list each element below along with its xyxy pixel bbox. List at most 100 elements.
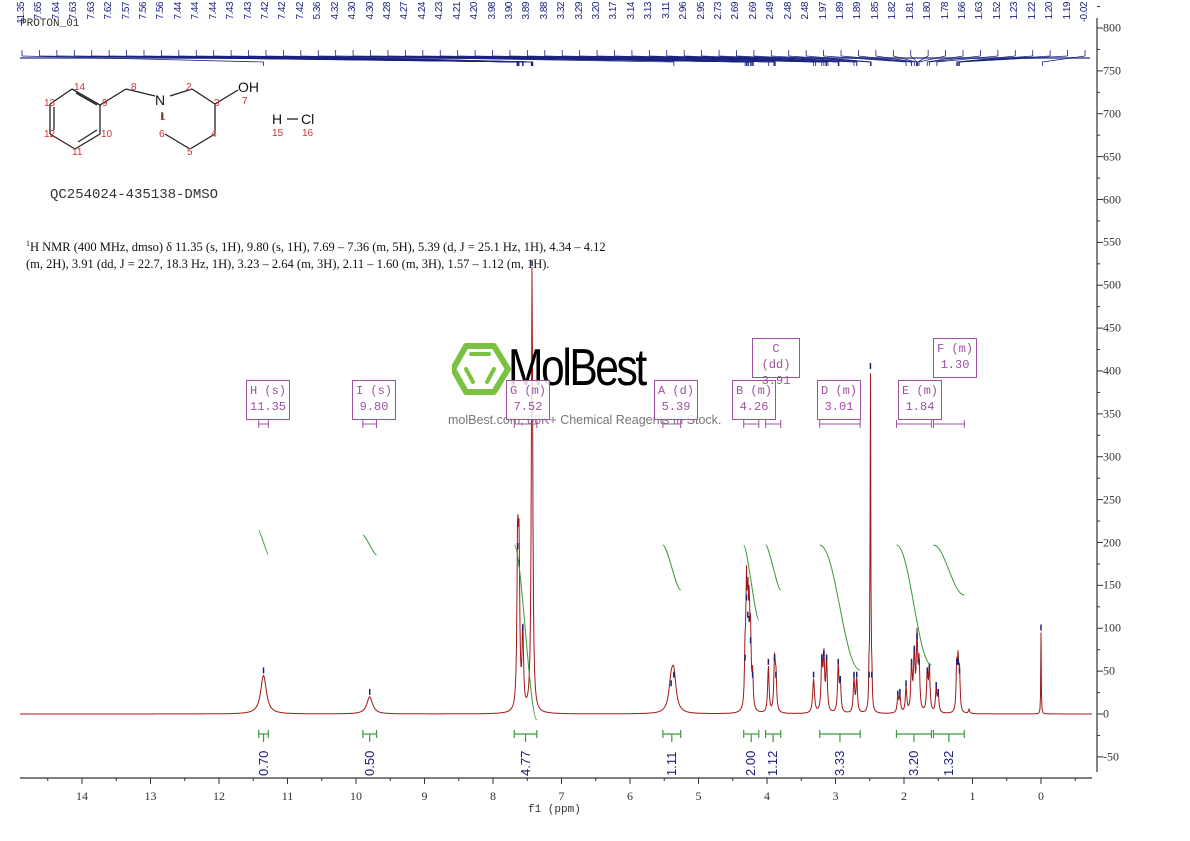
peak-pick-label: 4.28 — [381, 2, 393, 20]
integral-curve — [362, 534, 377, 556]
integral-value: 0.50 — [361, 750, 377, 776]
x-tick-label: 12 — [213, 789, 225, 803]
experiment-title: PROTON_01 — [20, 18, 80, 30]
peak-pick-label: 2.96 — [678, 2, 690, 20]
peak-pick-label: 7.43 — [242, 2, 254, 20]
integral-curve — [765, 544, 782, 591]
x-tick-label: 3 — [832, 789, 839, 803]
svg-text:13: 13 — [44, 98, 56, 109]
peak-pick-label: -0.02 — [1079, 2, 1090, 23]
x-tick-label: 11 — [281, 789, 294, 803]
peak-pick-label: 2.69 — [730, 2, 742, 20]
integral-curve — [743, 544, 760, 621]
svg-text:8: 8 — [131, 82, 137, 93]
peak-pick-label: 2.49 — [765, 2, 777, 20]
y-tick-label: 500 — [1103, 277, 1121, 292]
multiplet-label: B (m) — [736, 384, 773, 398]
multiplet-shift: 3.91 — [761, 374, 791, 388]
peak-pick-label: 7.44 — [172, 2, 184, 20]
svg-text:14: 14 — [74, 82, 86, 93]
peak-pick-label: 1.66 — [957, 2, 969, 20]
svg-text:16: 16 — [302, 128, 314, 139]
multiplet-label: E (m) — [902, 384, 939, 398]
multiplet-shift: 5.39 — [661, 400, 691, 414]
multiplet-box: F (m) 1.30 — [933, 338, 977, 378]
nmr-description: 1H NMR (400 MHz, dmso) δ 11.35 (s, 1H), … — [26, 239, 606, 272]
peak-pick-label: 3.90 — [503, 2, 515, 20]
peak-pick-label: 7.42 — [259, 2, 271, 20]
multiplet-box: E (m) 1.84 — [898, 380, 942, 420]
integral-curve — [896, 544, 932, 666]
y-tick-label: -50 — [1103, 749, 1119, 764]
peak-pick-label: 2.73 — [713, 2, 725, 20]
peak-pick-label: 1.19 — [1061, 2, 1073, 20]
peak-pick-label: 7.65 — [33, 2, 45, 20]
peak-pick-label: 4.20 — [469, 2, 481, 20]
integral-curve — [819, 544, 861, 671]
x-tick-label: 14 — [76, 789, 88, 803]
integral-value: 1.12 — [765, 750, 781, 776]
peak-pick-label: 3.13 — [643, 2, 655, 20]
peak-pick-label: 1.89 — [852, 2, 864, 20]
integral-curve — [662, 544, 682, 591]
y-tick-label: 350 — [1103, 406, 1121, 421]
peak-pick-label: 7.56 — [137, 2, 149, 20]
peak-pick-label: 3.20 — [591, 2, 603, 20]
integral-value: 3.20 — [905, 750, 921, 776]
y-tick-label: 150 — [1103, 577, 1121, 592]
svg-text:15: 15 — [272, 128, 284, 139]
multiplet-box: G (m) 7.52 — [506, 380, 550, 420]
svg-text:OH: OH — [238, 79, 259, 95]
peak-pick-label: 4.23 — [434, 2, 446, 20]
peak-pick-label: 1.23 — [1009, 2, 1021, 20]
peak-pick-label: 2.69 — [747, 2, 759, 20]
multiplet-box: D (m) 3.01 — [817, 380, 861, 420]
peak-pick-label: 1.20 — [1044, 2, 1056, 20]
y-tick-label: 400 — [1103, 363, 1121, 378]
peak-pick-label: 3.32 — [556, 2, 568, 20]
multiplet-label: I (s) — [356, 384, 393, 398]
chemical-structure: N OH H Cl 1 2 3 4 5 6 7 8 9 10 11 12 13 … — [44, 79, 314, 158]
peak-pick-label: 7.63 — [68, 2, 80, 20]
peak-pick-label: 7.42 — [294, 2, 306, 20]
peak-pick-label: 1.81 — [904, 2, 916, 20]
multiplet-box: B (m) 4.26 — [732, 380, 776, 420]
y-tick-label: 550 — [1103, 234, 1121, 249]
peak-pick-label: 3.17 — [608, 2, 620, 20]
y-tick-label: 450 — [1103, 320, 1121, 335]
svg-text:H: H — [272, 111, 282, 127]
peak-pick-label: 3.14 — [625, 2, 637, 20]
integral-value: 2.00 — [743, 750, 759, 776]
svg-text:12: 12 — [44, 129, 56, 140]
svg-text:6: 6 — [159, 129, 165, 140]
multiplet-shift: 9.80 — [359, 400, 389, 414]
y-tick-label: 600 — [1103, 192, 1121, 206]
peak-pick-label: 1.22 — [1026, 2, 1038, 20]
multiplet-box: A (d) 5.39 — [654, 380, 698, 420]
multiplet-label: G (m) — [510, 384, 547, 398]
svg-text:4: 4 — [211, 129, 217, 140]
peak-pick-label: 4.27 — [399, 2, 411, 20]
peak-pick-label: 1.63 — [974, 2, 986, 20]
integral-curve — [258, 529, 269, 556]
peak-pick-label: 3.89 — [521, 2, 533, 20]
sample-id: QC254024-435138-DMSO — [50, 187, 219, 203]
multiplet-label: H (s) — [250, 384, 287, 398]
y-tick-label: 750 — [1103, 63, 1121, 78]
x-tick-label: 9 — [421, 789, 428, 803]
svg-text:9: 9 — [102, 98, 108, 109]
peak-pick-label: 4.30 — [347, 2, 359, 20]
peak-pick-label: 1.97 — [817, 2, 829, 20]
peak-pick-label: 2.48 — [782, 2, 794, 20]
peak-pick-label: 7.56 — [155, 2, 167, 20]
y-tick-label: 800 — [1103, 20, 1121, 35]
multiplet-box: H (s) 11.35 — [246, 380, 290, 420]
x-tick-label: 13 — [144, 789, 157, 803]
x-tick-label: 1 — [969, 789, 976, 803]
multiplet-shift: 3.01 — [824, 400, 854, 414]
peak-pick-label: 7.57 — [120, 2, 132, 20]
multiplet-shift: 1.30 — [940, 358, 970, 372]
peak-pick-label: 7.62 — [103, 2, 115, 20]
integral-value: 4.77 — [517, 750, 533, 776]
